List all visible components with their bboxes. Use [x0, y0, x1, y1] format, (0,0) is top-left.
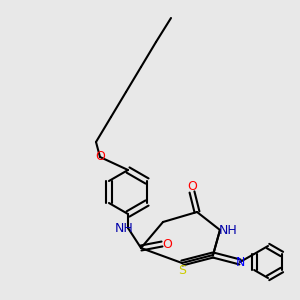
Text: O: O — [162, 238, 172, 250]
Text: NH: NH — [219, 224, 237, 236]
Text: O: O — [95, 151, 105, 164]
Text: NH: NH — [115, 221, 134, 235]
Text: N: N — [235, 256, 245, 268]
Text: S: S — [178, 263, 186, 277]
Text: O: O — [187, 179, 197, 193]
